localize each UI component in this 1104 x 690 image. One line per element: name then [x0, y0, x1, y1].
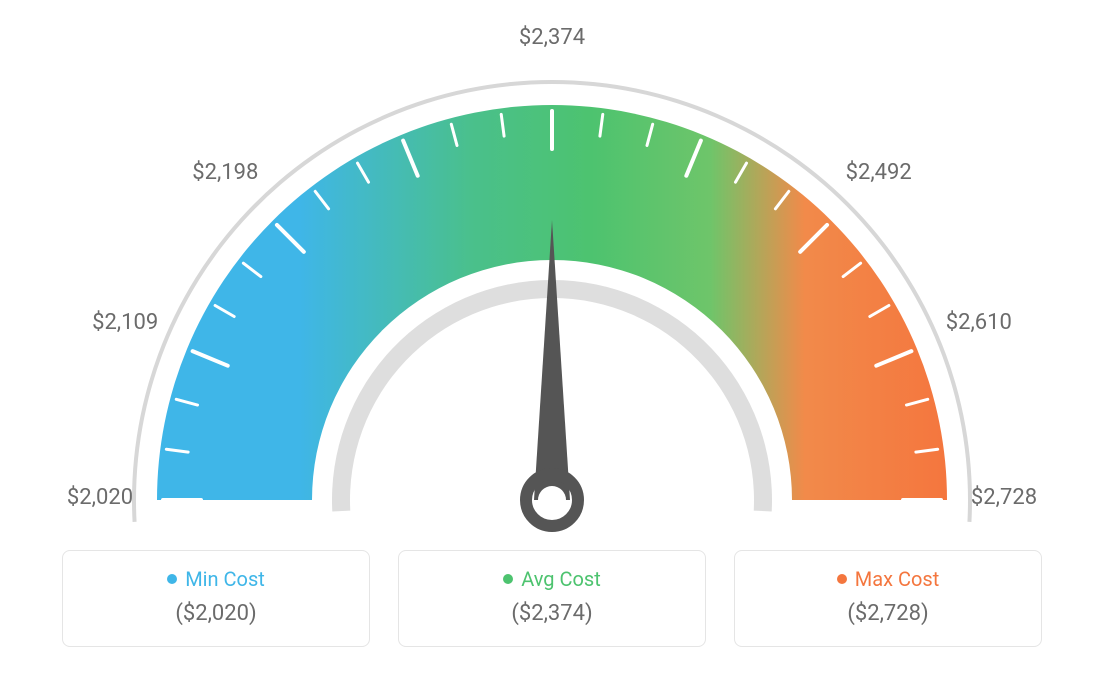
svg-text:$2,610: $2,610: [946, 310, 1012, 335]
min-cost-card: Min Cost ($2,020): [62, 550, 370, 647]
min-cost-title: Min Cost: [167, 567, 265, 591]
avg-dot-icon: [503, 574, 513, 584]
svg-text:$2,020: $2,020: [67, 485, 133, 510]
avg-cost-value: ($2,374): [511, 601, 592, 626]
svg-text:$2,109: $2,109: [92, 310, 158, 335]
avg-cost-title: Avg Cost: [503, 567, 601, 591]
svg-text:$2,374: $2,374: [519, 25, 585, 50]
min-cost-value: ($2,020): [175, 601, 256, 626]
svg-text:$2,198: $2,198: [192, 160, 258, 185]
min-dot-icon: [167, 574, 177, 584]
max-cost-label: Max Cost: [855, 567, 940, 591]
avg-cost-card: Avg Cost ($2,374): [398, 550, 706, 647]
svg-text:$2,728: $2,728: [971, 485, 1037, 510]
summary-cards: Min Cost ($2,020) Avg Cost ($2,374) Max …: [62, 550, 1042, 647]
max-dot-icon: [837, 574, 847, 584]
max-cost-title: Max Cost: [837, 567, 940, 591]
gauge-svg: $2,020 $2,109 $2,198 $2,374 $2,492 $2,610 $2,7…: [0, 0, 1104, 560]
max-cost-value: ($2,728): [847, 601, 928, 626]
avg-cost-label: Avg Cost: [521, 567, 601, 591]
max-cost-card: Max Cost ($2,728): [734, 550, 1042, 647]
svg-text:$2,492: $2,492: [846, 160, 912, 185]
min-cost-label: Min Cost: [185, 567, 265, 591]
cost-gauge-chart: $2,020 $2,109 $2,198 $2,374 $2,492 $2,610 $2,7…: [0, 0, 1104, 560]
